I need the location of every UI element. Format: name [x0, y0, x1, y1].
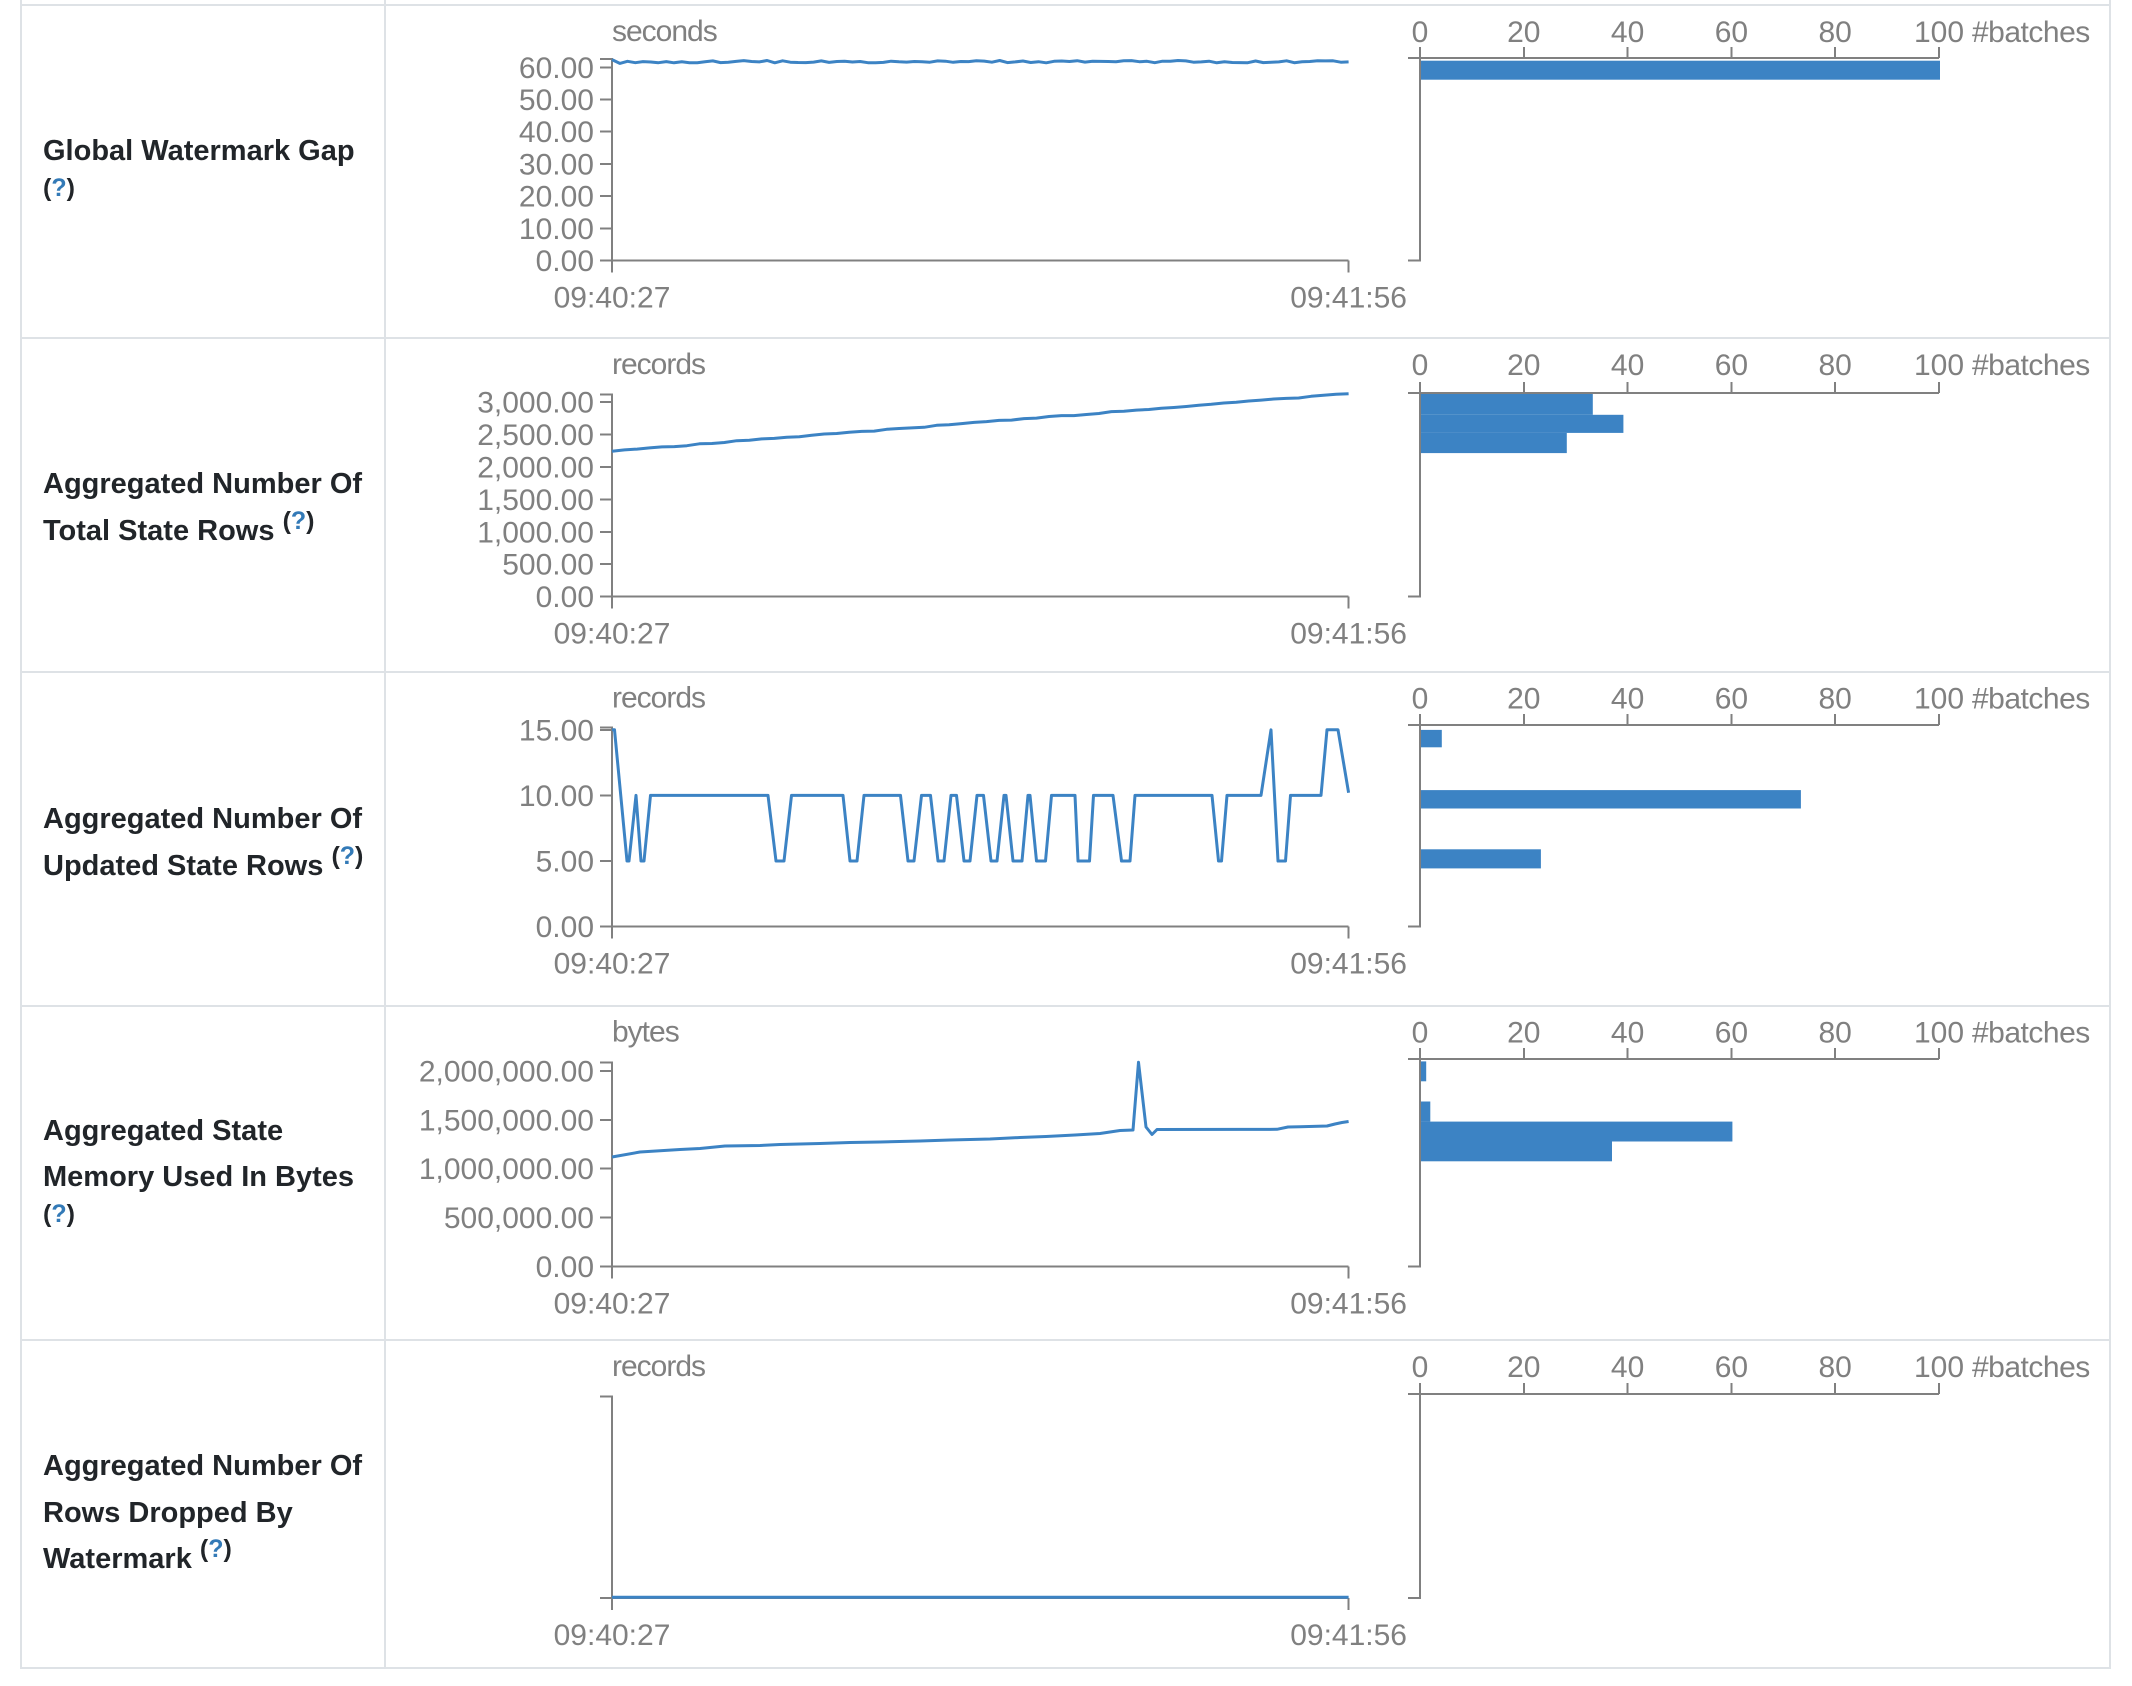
svg-text:0: 0: [1412, 1017, 1429, 1050]
svg-text:20: 20: [1507, 1017, 1540, 1050]
svg-text:2,000,000.00: 2,000,000.00: [419, 1056, 594, 1089]
svg-text:2,500.00: 2,500.00: [477, 419, 594, 452]
svg-text:100: 100: [1914, 349, 1964, 382]
svg-text:60: 60: [1715, 1017, 1748, 1050]
svg-text:100: 100: [1914, 1351, 1964, 1384]
svg-text:40: 40: [1611, 349, 1644, 382]
svg-text:40: 40: [1611, 1351, 1644, 1384]
svg-text:09:41:56: 09:41:56: [1290, 948, 1407, 981]
svg-text:100: 100: [1914, 683, 1964, 716]
svg-text:80: 80: [1819, 683, 1852, 716]
svg-text:60.00: 60.00: [519, 52, 594, 85]
svg-text:09:40:27: 09:40:27: [554, 1619, 671, 1652]
svg-text:3,000.00: 3,000.00: [477, 387, 594, 420]
svg-text:#batches: #batches: [1972, 349, 2090, 382]
svg-text:20: 20: [1507, 683, 1540, 716]
svg-text:09:40:27: 09:40:27: [554, 282, 671, 315]
svg-text:09:40:27: 09:40:27: [554, 948, 671, 981]
svg-text:0.00: 0.00: [536, 245, 594, 278]
svg-text:50.00: 50.00: [519, 84, 594, 117]
svg-text:seconds: seconds: [612, 15, 717, 48]
svg-text:30.00: 30.00: [519, 149, 594, 182]
svg-text:10.00: 10.00: [519, 780, 594, 813]
svg-text:0: 0: [1412, 1351, 1429, 1384]
svg-text:0.00: 0.00: [536, 1251, 594, 1284]
svg-text:#batches: #batches: [1972, 1351, 2090, 1384]
svg-text:80: 80: [1819, 1017, 1852, 1050]
svg-text:500.00: 500.00: [502, 549, 594, 582]
svg-text:100: 100: [1914, 1017, 1964, 1050]
svg-text:1,500.00: 1,500.00: [477, 484, 594, 517]
svg-text:20.00: 20.00: [519, 181, 594, 214]
svg-text:09:41:56: 09:41:56: [1290, 1287, 1407, 1320]
svg-text:1,000.00: 1,000.00: [477, 516, 594, 549]
svg-text:20: 20: [1507, 16, 1540, 49]
svg-text:0.00: 0.00: [536, 911, 594, 944]
svg-text:80: 80: [1819, 1351, 1852, 1384]
svg-text:09:40:27: 09:40:27: [554, 618, 671, 651]
svg-text:2,000.00: 2,000.00: [477, 452, 594, 485]
svg-text:20: 20: [1507, 349, 1540, 382]
svg-text:0.00: 0.00: [536, 581, 594, 614]
svg-text:15.00: 15.00: [519, 714, 594, 747]
svg-text:bytes: bytes: [612, 1016, 679, 1049]
svg-text:09:40:27: 09:40:27: [554, 1287, 671, 1320]
svg-text:09:41:56: 09:41:56: [1290, 282, 1407, 315]
svg-text:500,000.00: 500,000.00: [444, 1202, 594, 1235]
svg-text:09:41:56: 09:41:56: [1290, 1619, 1407, 1652]
svg-text:80: 80: [1819, 349, 1852, 382]
svg-text:#batches: #batches: [1972, 16, 2090, 49]
svg-text:20: 20: [1507, 1351, 1540, 1384]
svg-text:#batches: #batches: [1972, 683, 2090, 716]
svg-text:40.00: 40.00: [519, 116, 594, 149]
svg-text:09:41:56: 09:41:56: [1290, 618, 1407, 651]
svg-text:1,500,000.00: 1,500,000.00: [419, 1104, 594, 1137]
svg-text:60: 60: [1715, 1351, 1748, 1384]
svg-text:records: records: [612, 348, 705, 381]
svg-text:60: 60: [1715, 16, 1748, 49]
svg-text:40: 40: [1611, 16, 1644, 49]
svg-text:40: 40: [1611, 1017, 1644, 1050]
svg-text:5.00: 5.00: [536, 846, 594, 879]
svg-text:records: records: [612, 1350, 705, 1383]
svg-text:1,000,000.00: 1,000,000.00: [419, 1153, 594, 1186]
svg-text:40: 40: [1611, 683, 1644, 716]
svg-text:100: 100: [1914, 16, 1964, 49]
svg-text:#batches: #batches: [1972, 1017, 2090, 1050]
svg-text:60: 60: [1715, 683, 1748, 716]
svg-text:80: 80: [1819, 16, 1852, 49]
svg-text:60: 60: [1715, 349, 1748, 382]
svg-text:0: 0: [1412, 349, 1429, 382]
svg-text:0: 0: [1412, 16, 1429, 49]
svg-text:records: records: [612, 682, 705, 715]
svg-text:0: 0: [1412, 683, 1429, 716]
svg-text:10.00: 10.00: [519, 213, 594, 246]
